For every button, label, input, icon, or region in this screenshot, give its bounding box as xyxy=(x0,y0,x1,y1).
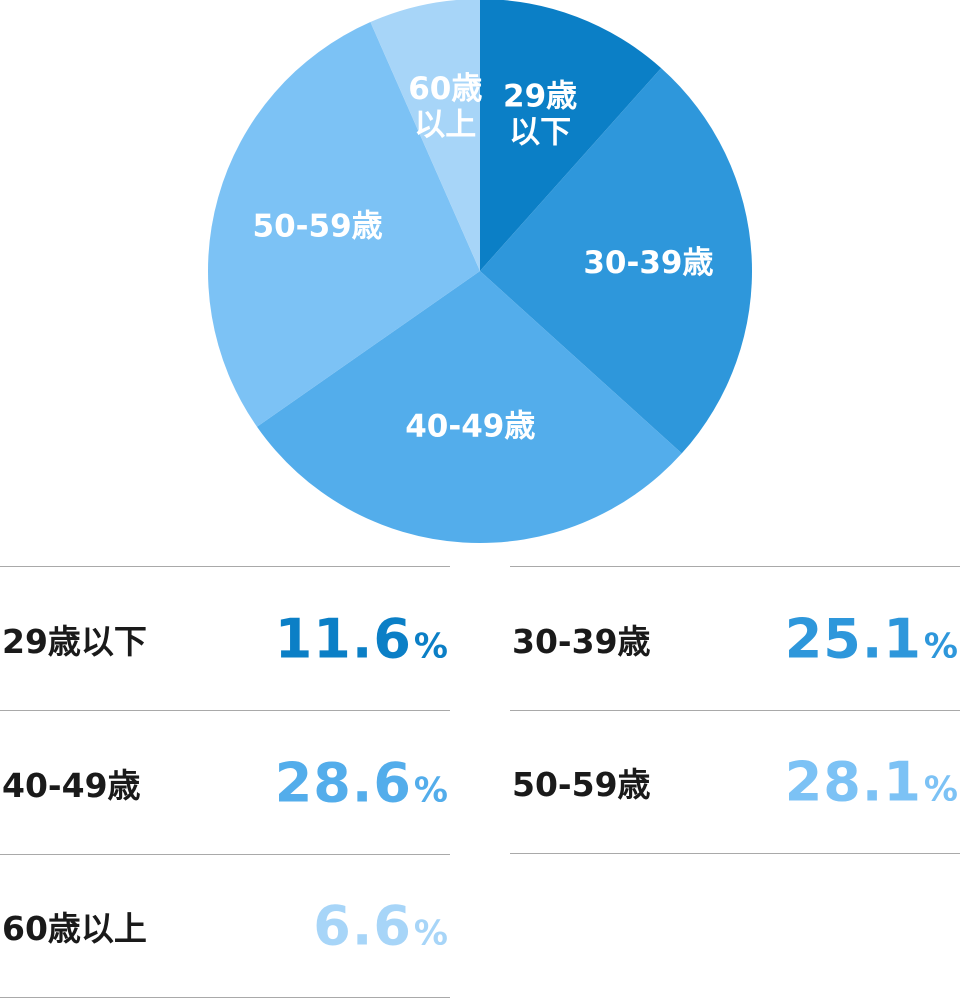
slice-label-50-59: 50-59歳 xyxy=(253,209,383,245)
legend-value: 28.1% xyxy=(785,751,958,814)
legend-value-unit: % xyxy=(413,626,448,666)
legend-value-unit: % xyxy=(923,769,958,810)
pie-chart: 29歳以下 30-39歳 40-49歳 50-59歳 60歳以上 xyxy=(207,0,753,544)
pie-slice-50-59 xyxy=(207,22,481,427)
legend-row-50-59: 50-59歳 28.1% xyxy=(510,710,960,854)
slice-label-40-49: 40-49歳 xyxy=(405,409,535,445)
slice-label-line: 以下 xyxy=(509,114,571,150)
legend-label: 60歳以上 xyxy=(2,909,147,948)
legend-label: 50-59歳 xyxy=(512,765,651,804)
slice-label-line: 29歳 xyxy=(503,78,577,114)
slice-label-60-over: 60歳以上 xyxy=(408,71,482,143)
legend-value: 25.1% xyxy=(785,607,958,670)
slice-label-line: 60歳 xyxy=(408,71,482,107)
legend-value-unit: % xyxy=(923,626,958,666)
legend-value-number: 25.1 xyxy=(784,607,922,670)
legend-value-number: 28.6 xyxy=(274,751,412,814)
legend-value-number: 11.6 xyxy=(274,607,412,670)
legend-value-number: 28.1 xyxy=(784,750,922,814)
slice-label-line: 以上 xyxy=(414,107,476,143)
slice-label-29-under: 29歳以下 xyxy=(503,78,577,150)
legend-label: 30-39歳 xyxy=(512,621,651,661)
slice-label-30-39: 30-39歳 xyxy=(583,245,713,281)
legend-value: 28.6% xyxy=(275,751,448,814)
legend-value-unit: % xyxy=(413,770,448,810)
legend-value: 11.6% xyxy=(275,607,448,670)
legend-row-40-49: 40-49歳 28.6% xyxy=(0,710,450,854)
pie-slice-29-under xyxy=(480,0,662,271)
legend-row-29-under: 29歳以下 11.6% xyxy=(0,566,450,710)
slice-label-line: 50-59歳 xyxy=(253,209,383,245)
pie-chart-svg: 29歳以下 30-39歳 40-49歳 50-59歳 60歳以上 xyxy=(207,0,753,544)
legend-value: 6.6% xyxy=(313,895,448,958)
legend-value-number: 6.6 xyxy=(313,894,412,958)
slice-label-line: 30-39歳 xyxy=(583,245,713,281)
legend-row-60-over: 60歳以上 6.6% xyxy=(0,854,450,998)
legend-label: 29歳以下 xyxy=(2,621,147,661)
pie-slice-30-39 xyxy=(480,68,753,454)
legend-label: 40-49歳 xyxy=(2,765,141,805)
slice-label-line: 40-49歳 xyxy=(405,409,535,445)
legend-row-30-39: 30-39歳 25.1% xyxy=(510,566,960,710)
pie-slice-40-49 xyxy=(256,271,682,544)
legend-value-unit: % xyxy=(413,913,448,954)
pie-slice-60-over xyxy=(370,0,480,271)
